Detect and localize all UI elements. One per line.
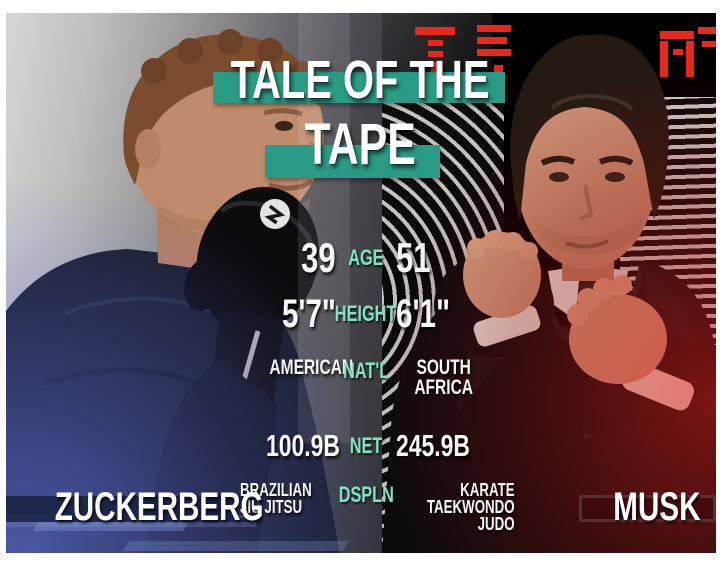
height-label: HEIGHT [335, 301, 397, 326]
musk-age-value: 51 [396, 234, 431, 282]
discipline-label: DSPLN [338, 482, 394, 507]
musk-name: MUSK [613, 485, 701, 529]
musk-discipline-value: KARATE TAEKWONDO JUDO [426, 480, 515, 535]
zuckerberg-name: ZUCKERBERG [54, 485, 264, 529]
tale-of-the-tape-graphic: TALE OF THE TAPE 39 AGE 51 5'7" HEIGHT 6… [6, 13, 716, 553]
title-text: TAPE [304, 112, 416, 177]
stat-row-height: 5'7" HEIGHT 6'1" [240, 292, 492, 336]
stat-row-nationality: AMERICAN NAT'L SOUTH AFRICA [240, 356, 492, 410]
page-title-line2: TAPE [170, 116, 550, 174]
stat-row-net-worth: 100.9B NET 245.9B [240, 424, 492, 468]
zuckerberg-nationality-value: AMERICAN [269, 356, 354, 379]
page-title-line1: TALE OF THE [170, 53, 550, 107]
zuckerberg-age-value: 39 [301, 234, 336, 282]
net-worth-label: NET [349, 433, 383, 458]
musk-nationality-value: SOUTH AFRICA [414, 356, 474, 399]
stat-row-age: 39 AGE 51 [240, 235, 492, 281]
zuckerberg-net-worth-value: 100.9B [265, 428, 340, 464]
title-text: TALE OF THE [230, 50, 490, 110]
nationality-label: NAT'L [342, 358, 390, 383]
musk-height-value: 6'1" [396, 292, 450, 336]
zuckerberg-height-value: 5'7" [282, 292, 336, 336]
stat-row-discipline: BRAZILIAN JIU JITSU DSPLN KARATE TAEKWON… [240, 480, 515, 546]
musk-net-worth-value: 245.9B [396, 428, 470, 464]
age-label: AGE [348, 245, 384, 270]
